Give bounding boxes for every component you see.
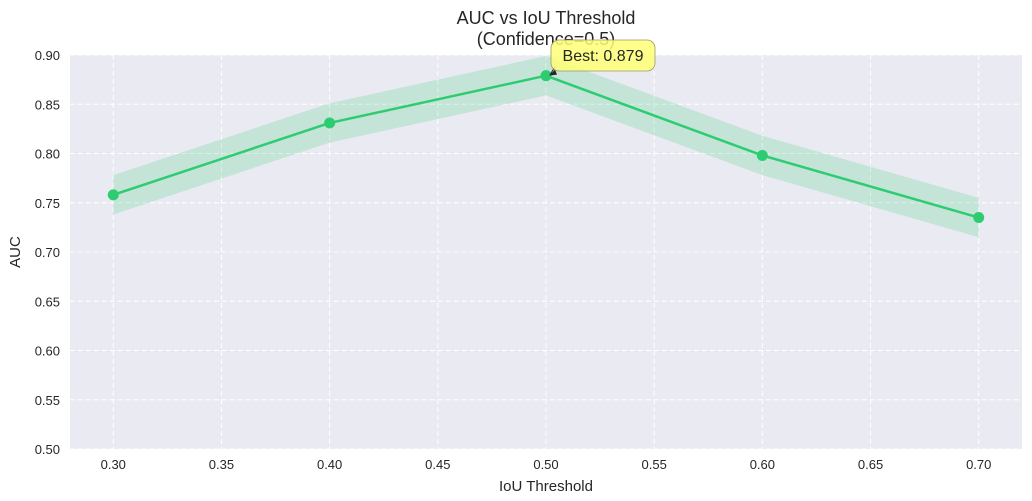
x-tick-label: 0.70 (966, 457, 991, 472)
confidence-band-layer (113, 55, 979, 238)
y-tick-label: 0.50 (35, 442, 60, 457)
y-axis-label: AUC (7, 236, 24, 268)
x-tick-label: 0.55 (642, 457, 667, 472)
annotation-text: Best: 0.879 (563, 48, 644, 65)
chart-title: AUC vs IoU Threshold (456, 8, 636, 28)
x-tick-label: 0.35 (209, 457, 234, 472)
tick-labels: 0.30 0.35 0.40 0.45 0.50 0.55 0.60 0.65 0.70 0.50… (35, 48, 992, 472)
best-annotation: Best: 0.879 (549, 39, 656, 76)
data-point (540, 70, 552, 82)
data-point (324, 117, 336, 129)
y-tick-label: 0.70 (35, 245, 60, 260)
x-tick-label: 0.45 (425, 457, 450, 472)
x-tick-label: 0.60 (750, 457, 775, 472)
x-axis-label: IoU Threshold (499, 478, 593, 495)
grid (70, 54, 1022, 450)
x-tick-label: 0.65 (858, 457, 883, 472)
x-tick-label: 0.50 (533, 457, 558, 472)
y-tick-label: 0.85 (35, 97, 60, 112)
y-tick-label: 0.90 (35, 48, 60, 63)
y-tick-label: 0.55 (35, 393, 60, 408)
y-tick-label: 0.75 (35, 196, 60, 211)
annotation-arrowhead (549, 69, 557, 76)
y-tick-label: 0.60 (35, 344, 60, 359)
annotation-box (550, 39, 656, 72)
x-tick-label: 0.40 (317, 457, 342, 472)
y-tick-label: 0.65 (35, 294, 60, 309)
data-point (973, 212, 985, 224)
y-tick-label: 0.80 (35, 147, 60, 162)
data-point (756, 149, 768, 161)
x-tick-label: 0.30 (101, 457, 126, 472)
confidence-band (113, 55, 979, 238)
data-point (107, 189, 119, 201)
data-points-layer (107, 70, 985, 224)
